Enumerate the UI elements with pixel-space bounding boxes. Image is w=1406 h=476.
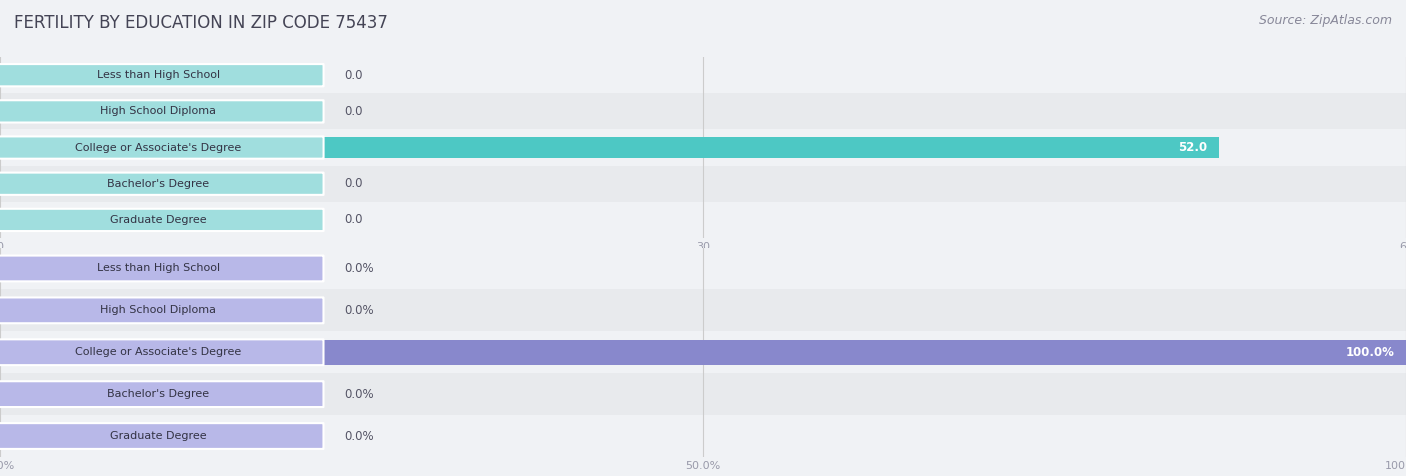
FancyBboxPatch shape [0, 209, 323, 231]
Text: Source: ZipAtlas.com: Source: ZipAtlas.com [1258, 14, 1392, 27]
Bar [0, 166, 1406, 202]
Text: 0.0: 0.0 [344, 213, 363, 227]
FancyBboxPatch shape [0, 256, 323, 281]
Text: Less than High School: Less than High School [97, 70, 219, 80]
Bar [0, 248, 1406, 289]
Text: 0.0%: 0.0% [344, 387, 374, 401]
Bar [0, 340, 1406, 365]
Bar [0, 93, 1406, 129]
FancyBboxPatch shape [0, 423, 323, 449]
FancyBboxPatch shape [0, 64, 323, 86]
Text: 0.0%: 0.0% [344, 262, 374, 275]
Text: Less than High School: Less than High School [97, 263, 219, 274]
FancyBboxPatch shape [0, 173, 323, 195]
Text: College or Associate's Degree: College or Associate's Degree [75, 142, 242, 153]
Bar [0, 373, 1406, 415]
Text: 0.0%: 0.0% [344, 304, 374, 317]
Text: 52.0: 52.0 [1178, 141, 1208, 154]
FancyBboxPatch shape [0, 298, 323, 323]
Bar [0, 137, 1219, 159]
Text: Bachelor's Degree: Bachelor's Degree [107, 178, 209, 189]
FancyBboxPatch shape [0, 381, 323, 407]
Bar [0, 57, 1406, 93]
Bar [0, 331, 1406, 373]
Text: 0.0: 0.0 [344, 69, 363, 82]
Text: Graduate Degree: Graduate Degree [110, 431, 207, 441]
Bar [0, 415, 1406, 457]
Text: Bachelor's Degree: Bachelor's Degree [107, 389, 209, 399]
Text: 0.0: 0.0 [344, 177, 363, 190]
Text: 100.0%: 100.0% [1346, 346, 1395, 359]
Text: 0.0%: 0.0% [344, 429, 374, 443]
Text: High School Diploma: High School Diploma [100, 305, 217, 316]
Bar [0, 289, 1406, 331]
FancyBboxPatch shape [0, 137, 323, 159]
Text: FERTILITY BY EDUCATION IN ZIP CODE 75437: FERTILITY BY EDUCATION IN ZIP CODE 75437 [14, 14, 388, 32]
Bar [0, 129, 1406, 166]
Bar [0, 202, 1406, 238]
Text: College or Associate's Degree: College or Associate's Degree [75, 347, 242, 357]
FancyBboxPatch shape [0, 339, 323, 365]
Text: Graduate Degree: Graduate Degree [110, 215, 207, 225]
Text: 0.0: 0.0 [344, 105, 363, 118]
Text: High School Diploma: High School Diploma [100, 106, 217, 117]
FancyBboxPatch shape [0, 100, 323, 122]
